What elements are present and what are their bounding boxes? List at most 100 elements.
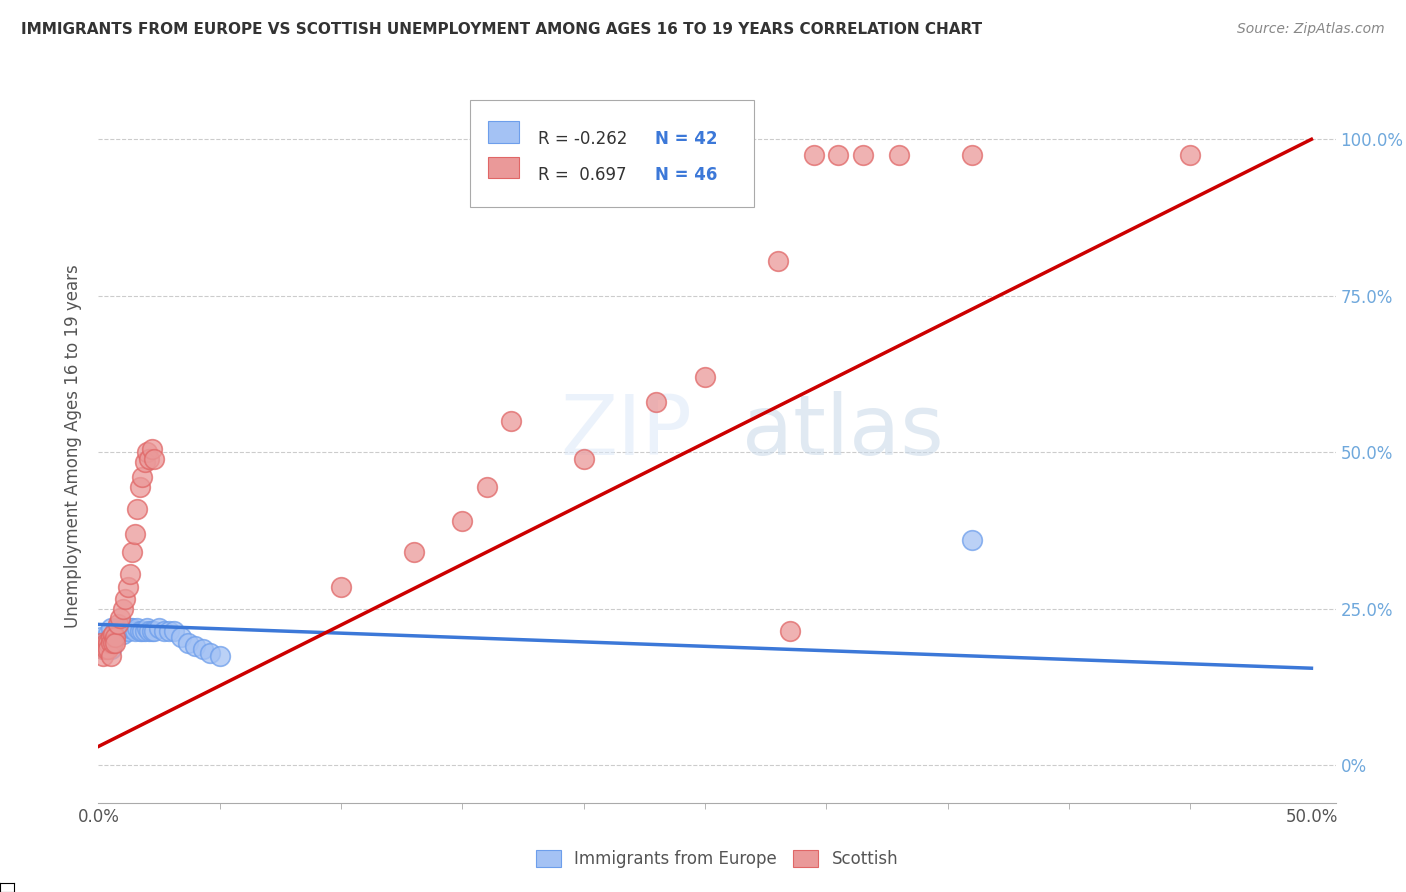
Point — [111, 601, 134, 615]
Point — [100, 621, 122, 635]
Point — [208, 648, 231, 663]
Point — [138, 451, 160, 466]
Point — [91, 642, 114, 657]
Text: IMMIGRANTS FROM EUROPE VS SCOTTISH UNEMPLOYMENT AMONG AGES 16 TO 19 YEARS CORREL: IMMIGRANTS FROM EUROPE VS SCOTTISH UNEMP… — [21, 22, 983, 37]
Point — [153, 624, 176, 638]
Point — [960, 148, 983, 162]
Point — [97, 642, 120, 657]
Point — [475, 480, 498, 494]
FancyBboxPatch shape — [470, 100, 754, 207]
Point — [118, 621, 141, 635]
Point — [141, 442, 163, 457]
Point — [107, 621, 129, 635]
Text: N = 42: N = 42 — [655, 130, 717, 148]
Point — [157, 624, 180, 638]
Point — [107, 617, 129, 632]
Point — [107, 627, 129, 641]
Point — [101, 627, 124, 641]
Legend: Immigrants from Europe, Scottish: Immigrants from Europe, Scottish — [527, 842, 907, 877]
Point — [645, 395, 668, 409]
Point — [100, 648, 122, 663]
Point — [91, 648, 114, 663]
Point — [143, 624, 166, 638]
Text: ZIP: ZIP — [561, 392, 692, 472]
Point — [100, 642, 122, 657]
Point — [100, 636, 122, 650]
Point — [148, 621, 170, 635]
Point — [141, 624, 163, 638]
Text: R = -0.262: R = -0.262 — [537, 130, 627, 148]
Point — [94, 636, 117, 650]
Point — [138, 624, 160, 638]
Point — [97, 636, 120, 650]
Point — [887, 148, 910, 162]
FancyBboxPatch shape — [488, 157, 519, 178]
Point — [117, 624, 139, 638]
Point — [170, 630, 193, 644]
Point — [131, 624, 153, 638]
Point — [100, 636, 122, 650]
Point — [91, 642, 114, 657]
Point — [136, 621, 159, 635]
Point — [101, 633, 124, 648]
Point — [330, 580, 353, 594]
Point — [90, 636, 112, 650]
Point — [104, 630, 127, 644]
Point — [90, 630, 112, 644]
Point — [177, 636, 200, 650]
Point — [118, 567, 141, 582]
Point — [101, 630, 124, 644]
Point — [127, 621, 149, 635]
Point — [104, 630, 127, 644]
Point — [451, 514, 474, 528]
Point — [94, 642, 117, 657]
Point — [111, 627, 134, 641]
Point — [131, 470, 153, 484]
Point — [121, 621, 143, 635]
Point — [110, 624, 132, 638]
Point — [134, 624, 156, 638]
Point — [128, 480, 150, 494]
Point — [114, 621, 136, 635]
Point — [1178, 148, 1201, 162]
Point — [827, 148, 849, 162]
Point — [402, 545, 425, 559]
Point — [94, 636, 117, 650]
Point — [693, 370, 716, 384]
Point — [117, 580, 139, 594]
Point — [124, 624, 146, 638]
FancyBboxPatch shape — [488, 121, 519, 143]
Text: R =  0.697: R = 0.697 — [537, 166, 626, 184]
Point — [127, 501, 149, 516]
Point — [162, 624, 184, 638]
Point — [100, 630, 122, 644]
Point — [104, 624, 127, 638]
Point — [766, 254, 789, 268]
Point — [94, 633, 117, 648]
Point — [110, 611, 132, 625]
Point — [184, 640, 207, 654]
Text: Source: ZipAtlas.com: Source: ZipAtlas.com — [1237, 22, 1385, 37]
Y-axis label: Unemployment Among Ages 16 to 19 years: Unemployment Among Ages 16 to 19 years — [65, 264, 83, 628]
Point — [97, 627, 120, 641]
Point — [198, 646, 221, 660]
Point — [803, 148, 825, 162]
Point — [114, 592, 136, 607]
Text: N = 46: N = 46 — [655, 166, 717, 184]
Point — [134, 455, 156, 469]
Point — [191, 642, 214, 657]
Point — [128, 624, 150, 638]
Point — [124, 526, 146, 541]
Point — [499, 414, 522, 428]
Point — [104, 636, 127, 650]
Point — [136, 445, 159, 459]
Point — [101, 636, 124, 650]
Point — [143, 451, 166, 466]
Point — [960, 533, 983, 547]
Point — [91, 636, 114, 650]
Point — [121, 545, 143, 559]
Point — [852, 148, 875, 162]
Point — [572, 451, 595, 466]
Point — [97, 633, 120, 648]
Text: atlas: atlas — [742, 392, 943, 472]
